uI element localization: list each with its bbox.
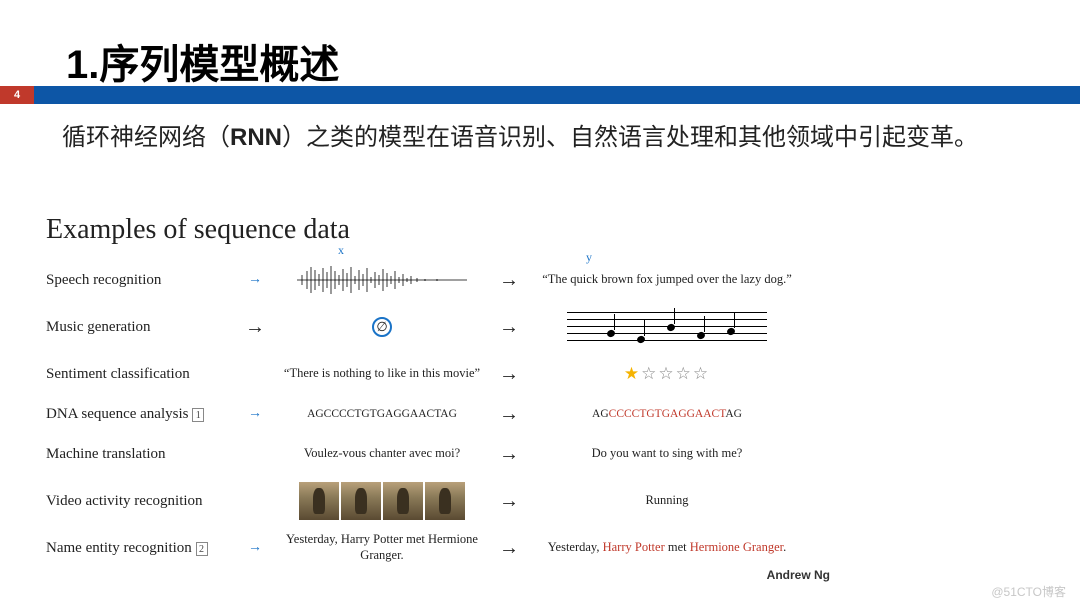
subtitle-post: ）之类的模型在语音识别、自然语言处理和其他领域中引起变革。 (282, 124, 978, 151)
examples-grid: Speech recognition → → “The quick brown … (46, 260, 826, 568)
row-ner: Name entity recognition 2 → Yesterday, H… (46, 528, 826, 568)
star-filled-icon: ★ (624, 364, 641, 383)
row-sentiment: Sentiment classification “There is nothi… (46, 354, 826, 394)
arrow-icon: → (490, 403, 528, 426)
arrow-icon: → (236, 272, 274, 288)
subtitle: 循环神经网络（RNN）之类的模型在语音识别、自然语言处理和其他领域中引起变革。 (62, 120, 978, 156)
speech-output: “The quick brown fox jumped over the laz… (528, 272, 806, 288)
music-input: ∅ (274, 317, 490, 337)
arrow-icon: → (490, 269, 528, 292)
star-empty-icon: ☆ (658, 364, 675, 383)
video-frames (274, 482, 490, 520)
music-output (528, 306, 806, 348)
subtitle-pre: 循环神经网络（ (62, 124, 230, 151)
watermark-text: @51CTO博客 (991, 583, 1066, 600)
mt-input: Voulez-vous chanter avec moi? (274, 446, 490, 462)
dna-input: AGCCCCTGTGAGGAACTAG (274, 407, 490, 421)
slide: 1.序列模型概述 4 循环神经网络（RNN）之类的模型在语音识别、自然语言处理和… (0, 0, 1080, 608)
empty-set-icon: ∅ (372, 317, 392, 337)
credit-text: Andrew Ng (767, 568, 830, 582)
ner-output: Yesterday, Harry Potter met Hermione Gra… (528, 540, 806, 556)
header-bar: 4 (0, 86, 1080, 104)
row-dna: DNA sequence analysis 1 → AGCCCCTGTGAGGA… (46, 394, 826, 434)
arrow-icon: → (490, 316, 528, 339)
star-empty-icon: ☆ (693, 364, 710, 383)
video-frame-icon (341, 482, 381, 520)
row-speech: Speech recognition → → “The quick brown … (46, 260, 826, 300)
video-output: Running (528, 493, 806, 509)
sentiment-input: “There is nothing to like in this movie” (274, 366, 490, 382)
video-frame-icon (299, 482, 339, 520)
label-dna: DNA sequence analysis 1 (46, 406, 236, 423)
label-music: Music generation (46, 319, 236, 336)
sentiment-output: ★☆☆☆☆ (528, 363, 806, 384)
arrow-icon: → (490, 363, 528, 386)
arrow-icon: → (490, 443, 528, 466)
annot-x: x (338, 243, 344, 258)
label-video: Video activity recognition (46, 493, 236, 510)
label-ner: Name entity recognition 2 (46, 540, 236, 557)
examples-heading: Examples of sequence data (46, 214, 350, 246)
star-empty-icon: ☆ (641, 364, 658, 383)
speech-waveform (274, 265, 490, 295)
arrow-icon: → (236, 406, 274, 422)
mt-output: Do you want to sing with me? (528, 446, 806, 462)
label-sentiment: Sentiment classification (46, 366, 236, 383)
music-staff-icon (567, 306, 767, 348)
label-mt: Machine translation (46, 446, 236, 463)
row-mt: Machine translation Voulez-vous chanter … (46, 434, 826, 474)
arrow-icon: → (490, 490, 528, 513)
star-empty-icon: ☆ (676, 364, 693, 383)
label-speech: Speech recognition (46, 272, 236, 289)
video-frame-icon (425, 482, 465, 520)
arrow-icon: → (236, 316, 274, 339)
row-video: Video activity recognition → Running (46, 474, 826, 528)
header-bar-blue (34, 86, 1080, 104)
row-music: Music generation → ∅ → (46, 300, 826, 354)
slide-title: 1.序列模型概述 (66, 32, 339, 90)
footnote-1-icon: 1 (192, 408, 204, 422)
footnote-2-icon: 2 (196, 542, 208, 556)
slide-number-badge: 4 (0, 86, 34, 104)
ner-input: Yesterday, Harry Potter met Hermione Gra… (274, 532, 490, 563)
dna-output: AGCCCCTGTGAGGAACTAG (528, 407, 806, 421)
video-input (274, 482, 490, 520)
arrow-icon: → (490, 537, 528, 560)
arrow-icon: → (236, 540, 274, 556)
subtitle-bold: RNN (230, 124, 282, 151)
video-frame-icon (383, 482, 423, 520)
